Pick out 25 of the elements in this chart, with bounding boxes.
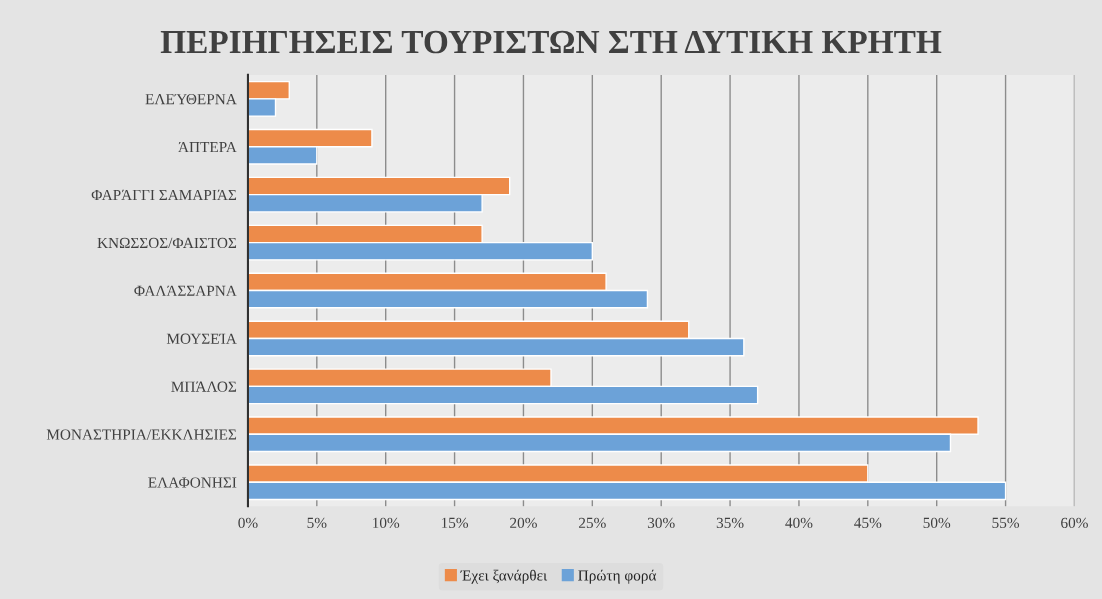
x-tick-label: 40% [785, 517, 813, 529]
x-tick-label: 10% [373, 517, 400, 529]
x-tick-label: 0% [238, 517, 258, 529]
y-tick-label: ΆΠΤΕΡΑ [178, 141, 237, 153]
y-tick-label: ΜΠΆΛΟΣ [171, 381, 237, 392]
y-tick-label: ΕΛΕΎΘΕΡΝΑ [145, 94, 237, 105]
y-tick-label: ΚΝΩΣΣΟΣ/ΦΑΙΣΤΟΣ [97, 237, 237, 249]
legend-label: Έχει ξανάρθει [460, 569, 548, 584]
x-tick-label: 60% [1061, 517, 1088, 529]
x-tick-label: 20% [510, 517, 537, 529]
x-tick-label: 50% [923, 517, 951, 529]
x-tick-label: 55% [992, 517, 1020, 529]
x-tick-label: 5% [307, 517, 327, 529]
legend-label: Πρώτη φορά [578, 569, 657, 584]
x-tick-label: 30% [647, 517, 675, 529]
x-tick-label: 15% [441, 517, 469, 529]
x-tick-label: 35% [716, 517, 744, 529]
y-tick-label: ΦΑΡΆΓΓΙ ΣΑΜΑΡΙΆΣ [91, 189, 237, 200]
x-tick-label: 45% [854, 517, 882, 529]
chart-title: ΠΕΡΙΗΓΗΣΕΙΣ ΤΟΥΡΙΣΤΩΝ ΣΤΗ ΔΥΤΙΚΗ ΚΡΗΤΗ [160, 30, 942, 54]
x-tick-label: 25% [578, 517, 606, 529]
y-tick-label: ΜΟΥΣΕΊΑ [166, 333, 237, 344]
y-tick-label: ΦΑΛΆΣΣΑΡΝΑ [134, 285, 237, 296]
y-tick-label: ΜΟΝΑΣΤΗΡΙΑ/ΕΚΚΛΗΣΙΕΣ [46, 429, 237, 440]
y-tick-label: ΕΛΑΦΟΝΗΣΙ [148, 477, 237, 488]
